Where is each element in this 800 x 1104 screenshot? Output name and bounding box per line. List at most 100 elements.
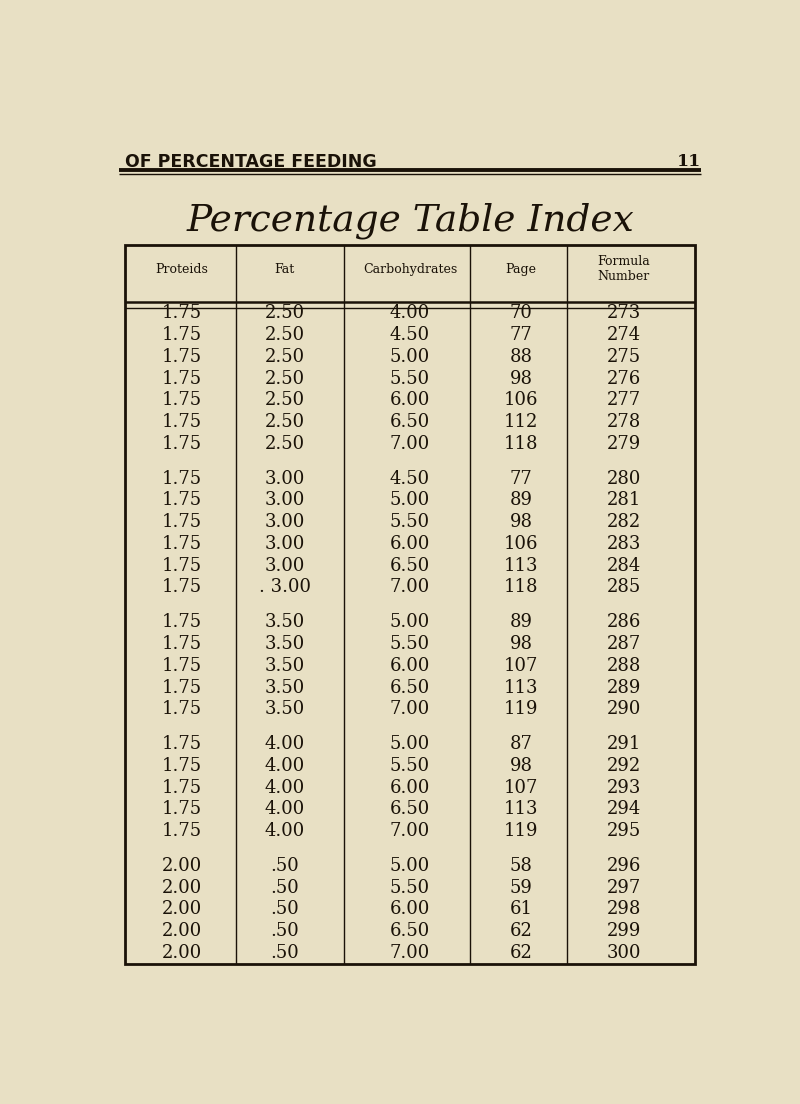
Text: 1.75: 1.75 — [162, 735, 202, 753]
Text: Formula
Number: Formula Number — [598, 255, 650, 284]
Text: 1.75: 1.75 — [162, 679, 202, 697]
Text: 3.00: 3.00 — [264, 535, 305, 553]
Text: 1.75: 1.75 — [162, 535, 202, 553]
Text: .50: .50 — [270, 901, 299, 919]
Text: 2.00: 2.00 — [162, 901, 202, 919]
Text: 1.75: 1.75 — [162, 435, 202, 453]
Text: 3.00: 3.00 — [264, 513, 305, 531]
Text: 1.75: 1.75 — [162, 635, 202, 654]
Text: 4.00: 4.00 — [264, 822, 305, 840]
Text: 5.00: 5.00 — [390, 857, 430, 875]
Text: 6.50: 6.50 — [390, 679, 430, 697]
Text: 2.50: 2.50 — [265, 326, 305, 344]
Text: 3.50: 3.50 — [264, 679, 305, 697]
Text: 3.50: 3.50 — [264, 700, 305, 719]
Text: Proteids: Proteids — [155, 263, 208, 276]
Text: 119: 119 — [504, 700, 538, 719]
Text: 98: 98 — [510, 513, 533, 531]
Text: 98: 98 — [510, 635, 533, 654]
Text: 7.00: 7.00 — [390, 435, 430, 453]
Text: 1.75: 1.75 — [162, 469, 202, 488]
Text: 118: 118 — [504, 435, 538, 453]
Text: 59: 59 — [510, 879, 533, 896]
Text: 1.75: 1.75 — [162, 491, 202, 509]
Text: 98: 98 — [510, 370, 533, 388]
Text: 275: 275 — [607, 348, 641, 365]
Text: 112: 112 — [504, 413, 538, 432]
Text: 113: 113 — [504, 556, 538, 575]
Text: 289: 289 — [606, 679, 641, 697]
Text: 107: 107 — [504, 778, 538, 797]
Text: 297: 297 — [606, 879, 641, 896]
Text: 296: 296 — [606, 857, 641, 875]
Text: 4.00: 4.00 — [390, 305, 430, 322]
Text: 5.00: 5.00 — [390, 614, 430, 631]
Text: 2.00: 2.00 — [162, 922, 202, 941]
Text: 88: 88 — [510, 348, 533, 365]
Text: 295: 295 — [606, 822, 641, 840]
Text: 6.50: 6.50 — [390, 413, 430, 432]
Text: 2.50: 2.50 — [265, 392, 305, 410]
Text: 6.50: 6.50 — [390, 556, 430, 575]
Text: 77: 77 — [510, 326, 533, 344]
Text: 5.00: 5.00 — [390, 491, 430, 509]
Text: 89: 89 — [510, 491, 533, 509]
Text: 2.50: 2.50 — [265, 348, 305, 365]
Text: .50: .50 — [270, 922, 299, 941]
Text: 11: 11 — [677, 152, 702, 170]
Text: 3.50: 3.50 — [264, 614, 305, 631]
Text: 3.50: 3.50 — [264, 635, 305, 654]
Text: 3.50: 3.50 — [264, 657, 305, 675]
Text: 70: 70 — [510, 305, 533, 322]
Text: 5.00: 5.00 — [390, 348, 430, 365]
Text: 273: 273 — [606, 305, 641, 322]
Text: 5.50: 5.50 — [390, 757, 430, 775]
Text: 291: 291 — [606, 735, 641, 753]
Text: 1.75: 1.75 — [162, 370, 202, 388]
Text: 119: 119 — [504, 822, 538, 840]
Text: 298: 298 — [606, 901, 641, 919]
Text: 98: 98 — [510, 757, 533, 775]
Text: 276: 276 — [606, 370, 641, 388]
Text: 6.00: 6.00 — [390, 535, 430, 553]
Text: 113: 113 — [504, 800, 538, 818]
Text: Fat: Fat — [274, 263, 294, 276]
Text: 7.00: 7.00 — [390, 700, 430, 719]
Text: 1.75: 1.75 — [162, 578, 202, 596]
Text: 2.50: 2.50 — [265, 370, 305, 388]
Text: 1.75: 1.75 — [162, 757, 202, 775]
Text: 4.50: 4.50 — [390, 469, 430, 488]
Text: 106: 106 — [504, 392, 538, 410]
Text: OF PERCENTAGE FEEDING: OF PERCENTAGE FEEDING — [125, 152, 377, 171]
Text: 6.50: 6.50 — [390, 800, 430, 818]
Text: 4.00: 4.00 — [264, 800, 305, 818]
Text: 2.50: 2.50 — [265, 413, 305, 432]
Text: 277: 277 — [607, 392, 641, 410]
Text: 3.00: 3.00 — [264, 469, 305, 488]
Text: 1.75: 1.75 — [162, 348, 202, 365]
Text: 6.00: 6.00 — [390, 778, 430, 797]
Text: 299: 299 — [606, 922, 641, 941]
Text: Percentage Table Index: Percentage Table Index — [186, 202, 634, 238]
Text: 2.50: 2.50 — [265, 305, 305, 322]
Text: Carbohydrates: Carbohydrates — [363, 263, 457, 276]
Text: 1.75: 1.75 — [162, 326, 202, 344]
Text: 2.00: 2.00 — [162, 857, 202, 875]
Text: 281: 281 — [606, 491, 641, 509]
Text: 300: 300 — [606, 944, 641, 962]
Text: 282: 282 — [606, 513, 641, 531]
Text: 6.00: 6.00 — [390, 392, 430, 410]
Text: 1.75: 1.75 — [162, 556, 202, 575]
Text: 1.75: 1.75 — [162, 513, 202, 531]
Text: 4.00: 4.00 — [264, 757, 305, 775]
Text: 1.75: 1.75 — [162, 822, 202, 840]
Text: 7.00: 7.00 — [390, 822, 430, 840]
Text: 5.50: 5.50 — [390, 879, 430, 896]
Text: 107: 107 — [504, 657, 538, 675]
Text: 113: 113 — [504, 679, 538, 697]
Text: 5.00: 5.00 — [390, 735, 430, 753]
Text: 1.75: 1.75 — [162, 800, 202, 818]
Text: 285: 285 — [606, 578, 641, 596]
Text: 278: 278 — [606, 413, 641, 432]
Text: .50: .50 — [270, 857, 299, 875]
